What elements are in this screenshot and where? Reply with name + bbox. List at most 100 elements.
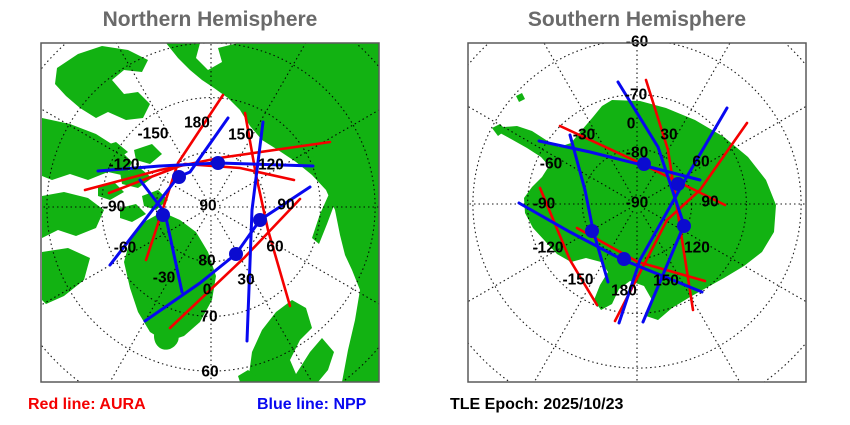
land-masses: [492, 93, 776, 320]
landmass: [42, 248, 90, 304]
longitude-label: -90: [533, 196, 555, 213]
satellite-position-dots: [585, 157, 691, 266]
landmass: [500, 100, 776, 320]
meridian-spoke: [468, 105, 627, 198]
npp-track-line: [96, 161, 315, 173]
landmass: [120, 204, 146, 222]
satellite-position-dot: [671, 177, 685, 191]
longitude-label: -30: [573, 127, 595, 144]
blue-line-legend: Blue line: NPP: [257, 396, 367, 413]
longitude-label: 90: [701, 194, 718, 211]
longitude-label: -120: [532, 240, 563, 257]
latitude-label: 80: [198, 253, 215, 270]
north-hemisphere-map: [41, 43, 379, 382]
npp-track-line: [616, 80, 686, 324]
longitude-label: -60: [114, 240, 136, 257]
aura-track-line: [243, 111, 292, 308]
landmass: [492, 124, 506, 136]
longitude-label: 0: [203, 282, 212, 299]
landmass: [516, 93, 525, 102]
satellite-position-dot: [585, 224, 599, 238]
landmass: [42, 118, 132, 180]
npp-ground-tracks: [517, 80, 729, 325]
satellite-position-dot: [677, 219, 691, 233]
latitude-circle: [46, 43, 376, 372]
longitude-label: 60: [266, 239, 283, 256]
map-frame-border: [40, 42, 380, 383]
longitude-label: 90: [277, 197, 294, 214]
npp-track-line: [617, 106, 729, 325]
meridian-spoke: [41, 108, 201, 201]
landmass: [300, 148, 314, 161]
landmass: [312, 194, 336, 244]
longitude-label: 60: [692, 154, 709, 171]
latitude-label: -70: [625, 87, 647, 104]
northern-hemisphere-title: Northern Hemisphere: [102, 8, 318, 31]
latitude-label: 60: [201, 364, 218, 381]
aura-track-line: [538, 186, 599, 307]
landmass: [154, 327, 179, 350]
graticule-grid: [468, 43, 806, 382]
aura-track-line: [168, 197, 302, 330]
latitude-circle: [201, 197, 221, 217]
satellite-position-dot: [172, 170, 186, 184]
landmass: [238, 370, 256, 382]
meridian-spoke: [647, 210, 806, 303]
landmass: [134, 144, 162, 164]
landmass: [96, 142, 128, 160]
latitude-label: -80: [626, 145, 648, 162]
longitude-label: 180: [184, 115, 210, 132]
longitude-label: 0: [627, 116, 636, 133]
longitude-label: -60: [540, 156, 562, 173]
meridian-spoke: [647, 105, 806, 198]
longitude-label: -120: [108, 157, 139, 174]
meridian-spoke: [643, 214, 741, 382]
longitude-label: 30: [660, 127, 677, 144]
meridian-spoke: [221, 213, 379, 305]
longitude-label: -90: [103, 199, 125, 216]
landmass: [248, 300, 334, 382]
satellite-position-dot: [617, 252, 631, 266]
meridian-spoke: [217, 217, 313, 382]
landmass: [55, 46, 150, 120]
longitude-label: 150: [653, 273, 679, 290]
latitude-circle: [472, 43, 802, 369]
longitude-label: 180: [611, 283, 637, 300]
latitude-circle: [527, 94, 747, 314]
latitude-label: 70: [200, 309, 217, 326]
graticule-grid: [41, 43, 379, 382]
aura-track-line: [644, 78, 695, 312]
longitude-label: 150: [228, 127, 254, 144]
tle-epoch-label: TLE Epoch: 2025/10/23: [450, 396, 624, 413]
meridian-spoke: [533, 214, 631, 382]
npp-track-line: [537, 139, 702, 182]
longitude-label: 30: [237, 272, 254, 289]
npp-track-line: [517, 201, 704, 294]
aura-track-line: [144, 93, 225, 262]
latitude-label: -60: [626, 34, 648, 51]
latitude-circle: [627, 194, 647, 214]
npp-track-line: [568, 133, 610, 284]
meridian-spoke: [643, 43, 731, 194]
meridian-spoke: [41, 213, 201, 306]
land-masses: [42, 43, 379, 382]
latitude-circle: [101, 97, 321, 317]
north-grid-labels: 180 -150 150 -120 120 -90 90 -60 60 -30 30 0 90 80 70 6…: [103, 115, 295, 381]
satellite-position-dot: [253, 213, 267, 227]
southern-hemisphere-title: Southern Hemisphere: [527, 8, 747, 31]
longitude-label: 120: [684, 240, 710, 257]
satellite-position-dot: [211, 156, 225, 170]
latitude-label: -90: [626, 195, 648, 212]
satellite-position-dot: [637, 157, 651, 171]
landmass: [166, 43, 379, 382]
longitude-label: -30: [153, 270, 175, 287]
meridian-spoke: [543, 43, 631, 194]
latitude-label: 90: [199, 198, 216, 215]
longitude-label: 120: [258, 157, 284, 174]
npp-track-line: [245, 120, 265, 343]
map-frame-border: [467, 42, 807, 383]
south-hemisphere-map: [468, 43, 806, 382]
satellite-position-dot: [229, 247, 243, 261]
meridian-spoke: [468, 210, 627, 303]
